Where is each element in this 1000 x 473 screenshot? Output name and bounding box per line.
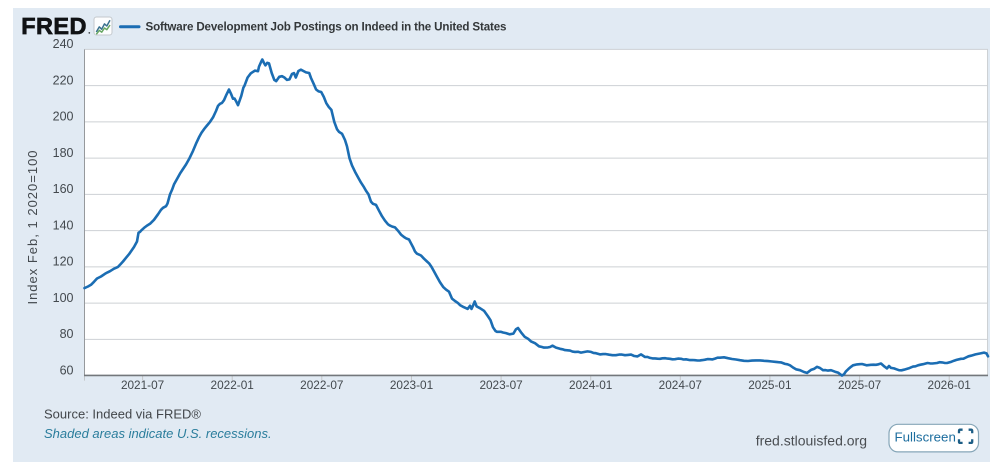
svg-text:80: 80: [60, 327, 74, 341]
svg-text:2026-01: 2026-01: [928, 378, 971, 392]
svg-text:Software Development Job Posti: Software Development Job Postings on Ind…: [146, 21, 507, 34]
svg-text:2024-01: 2024-01: [569, 378, 612, 392]
svg-text:2022-01: 2022-01: [211, 378, 254, 392]
svg-text:2023-07: 2023-07: [479, 378, 522, 392]
svg-text:2024-07: 2024-07: [659, 378, 702, 392]
svg-text:2023-01: 2023-01: [390, 378, 433, 392]
svg-text:180: 180: [53, 146, 74, 160]
svg-text:Fullscreen: Fullscreen: [895, 430, 956, 445]
svg-text:240: 240: [53, 37, 74, 51]
svg-text:2021-07: 2021-07: [121, 378, 164, 392]
svg-text:140: 140: [53, 219, 74, 233]
svg-text:Shaded areas indicate U.S. rec: Shaded areas indicate U.S. recessions.: [44, 426, 272, 441]
svg-text:60: 60: [60, 363, 74, 377]
svg-text:200: 200: [53, 110, 74, 124]
svg-text:Source: Indeed via FRED®: Source: Indeed via FRED®: [44, 407, 201, 422]
svg-text:2025-01: 2025-01: [748, 378, 791, 392]
svg-text:220: 220: [53, 74, 74, 88]
svg-text:Index Feb, 1 2020=100: Index Feb, 1 2020=100: [25, 149, 40, 304]
svg-text:100: 100: [53, 291, 74, 305]
svg-text:160: 160: [53, 182, 74, 196]
svg-text:2025-07: 2025-07: [838, 378, 881, 392]
svg-text:fred.stlouisfed.org: fred.stlouisfed.org: [756, 433, 867, 449]
svg-text:2022-07: 2022-07: [300, 378, 343, 392]
svg-text:FRED: FRED: [21, 13, 87, 39]
svg-text:120: 120: [53, 255, 74, 269]
